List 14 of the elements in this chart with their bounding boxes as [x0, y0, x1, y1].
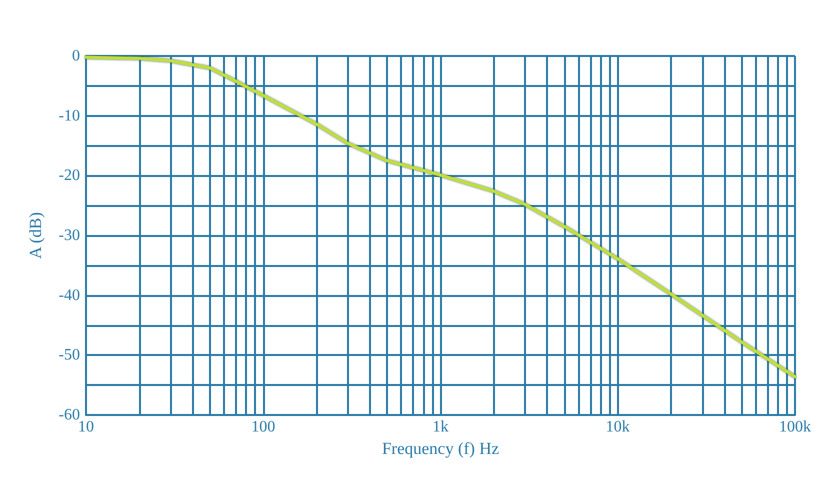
- y-tick-label: -50: [58, 346, 80, 364]
- y-axis-title: A (dB): [26, 212, 45, 259]
- y-tick-label: -10: [58, 107, 80, 124]
- x-tick-label: 100k: [779, 418, 811, 436]
- x-tick-label: 10k: [606, 418, 630, 436]
- y-tick-label: -30: [58, 227, 80, 244]
- y-tick-label: -40: [58, 286, 80, 304]
- y-tick-label: 0: [72, 48, 80, 64]
- x-tick-label: 10: [78, 418, 94, 436]
- x-axis-title: Frequency (f) Hz: [382, 438, 500, 458]
- y-tick-label: -20: [58, 167, 80, 184]
- x-tick-label: 1k: [432, 418, 448, 436]
- x-tick-label: 100: [251, 418, 276, 436]
- y-tick-label: -60: [58, 406, 80, 424]
